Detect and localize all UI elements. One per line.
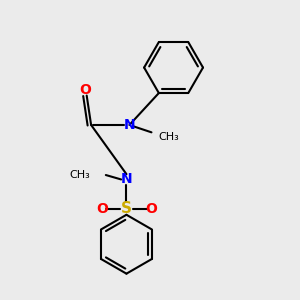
Text: O: O [145,202,157,216]
Text: CH₃: CH₃ [69,170,90,180]
Text: O: O [96,202,108,216]
Text: S: S [121,201,132,216]
Text: CH₃: CH₃ [159,132,180,142]
Text: N: N [124,118,135,132]
Text: O: O [79,82,91,97]
Text: N: N [121,172,132,186]
